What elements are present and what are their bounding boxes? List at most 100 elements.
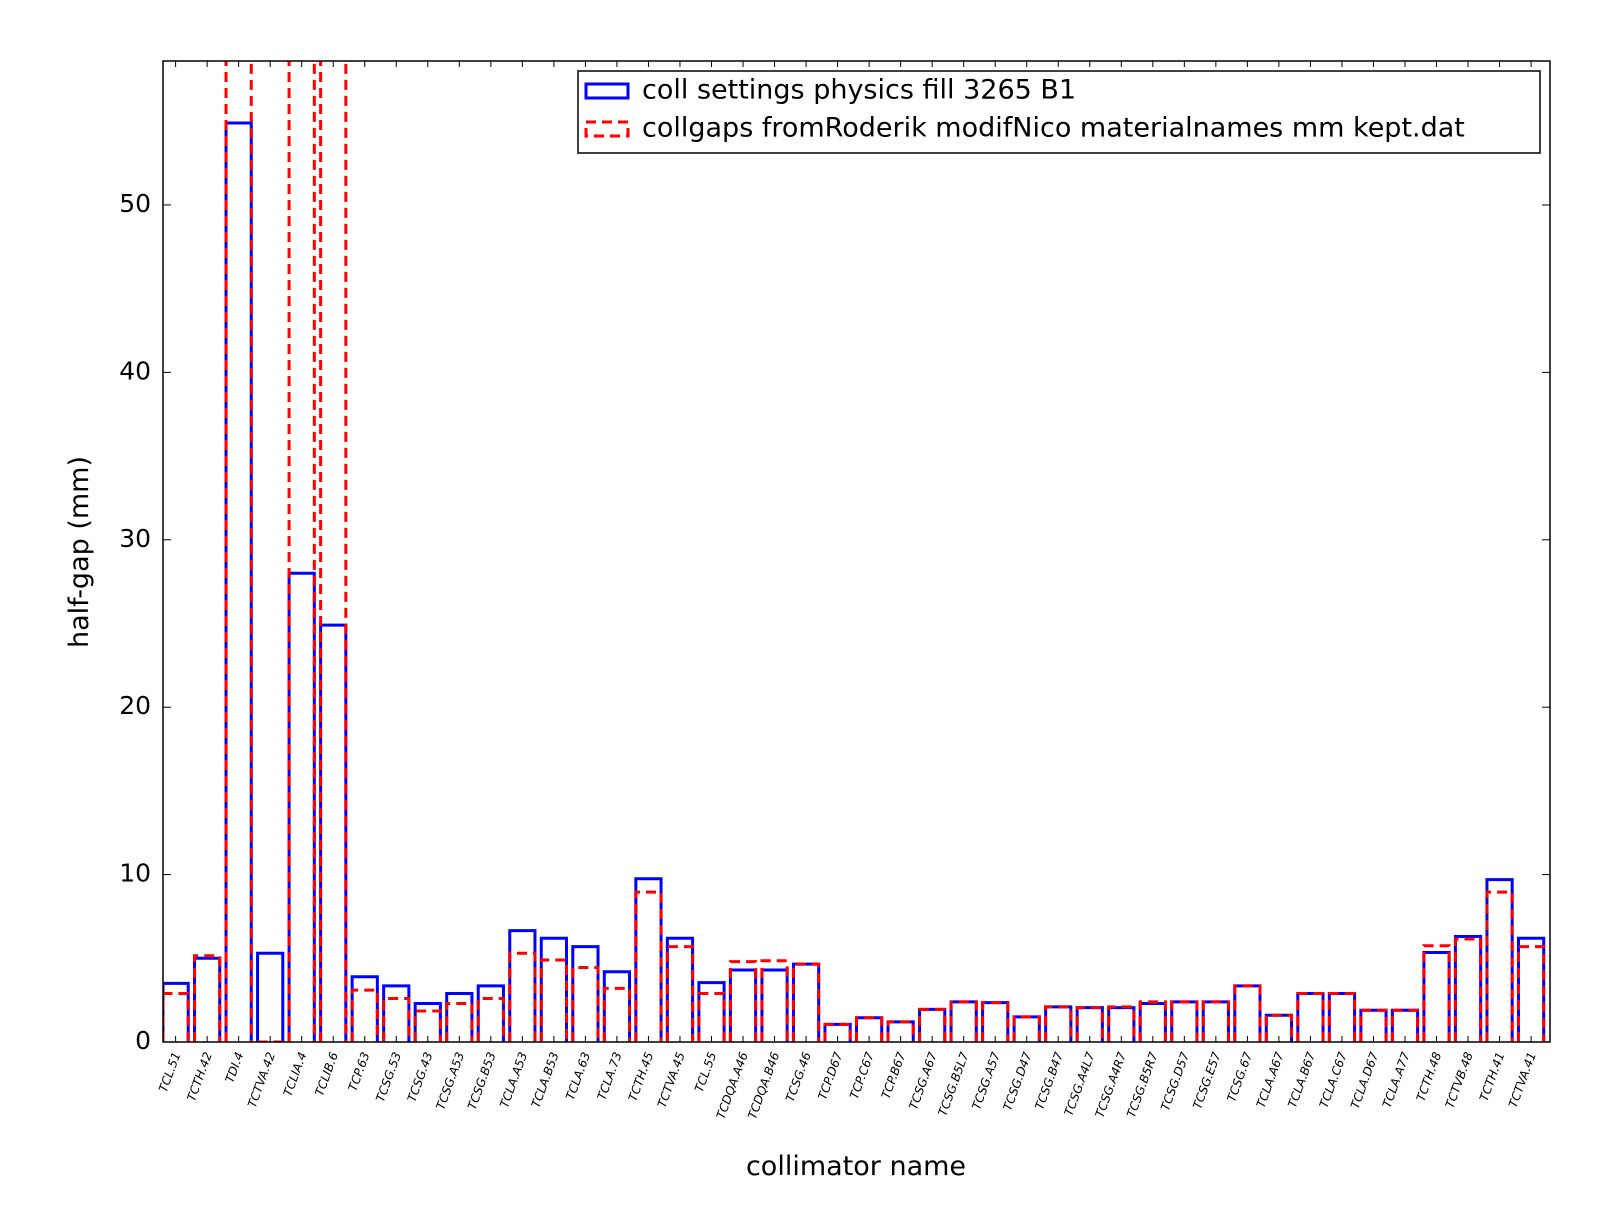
bar [193, 956, 222, 1042]
bar [539, 936, 568, 1042]
bar [319, 623, 348, 1042]
bar [1485, 878, 1514, 1042]
legend-label: coll settings physics fill 3265 B1 [642, 75, 1076, 106]
x-tick-label: TCLA.B53 [529, 1050, 562, 1109]
bar [634, 890, 663, 1042]
bar [949, 1000, 978, 1042]
bar [1296, 991, 1325, 1042]
bar [413, 1009, 442, 1042]
x-tick-label: TCL.51 [156, 1050, 183, 1094]
x-tick-label: TCP.D67 [815, 1050, 845, 1102]
bar [1453, 937, 1483, 1042]
x-tick-label: TCTH.45 [626, 1050, 657, 1103]
bar [193, 954, 222, 1042]
bar [476, 984, 505, 1042]
bar [728, 968, 758, 1042]
legend-box [577, 70, 1541, 154]
bar [949, 1000, 978, 1042]
y-tick-label: 20 [119, 691, 151, 720]
bar [602, 970, 632, 1042]
x-tick-label: TCLA.73 [595, 1050, 625, 1102]
bar [508, 951, 537, 1042]
legend-swatch [584, 82, 630, 100]
x-tick-label: TCLA.A77 [1380, 1050, 1413, 1110]
x-tick-label: TCLA.B67 [1285, 1050, 1318, 1110]
bar [1422, 944, 1451, 1042]
bar [382, 984, 411, 1042]
bar [823, 1022, 852, 1042]
x-tick-label: TCLA.63 [563, 1050, 593, 1102]
x-tick-label: TCSG.A67 [906, 1050, 940, 1112]
y-tick-label: 0 [135, 1026, 151, 1055]
bar [1327, 991, 1357, 1042]
legend-label: collgaps fromRoderik modifNico materialn… [642, 113, 1465, 144]
plot-frame [162, 60, 1551, 1043]
bar [1296, 991, 1325, 1042]
x-tick-label: TCSG.B47 [1032, 1050, 1066, 1112]
bar [665, 936, 695, 1042]
x-tick-label: TCSG.46 [783, 1050, 814, 1104]
bar [1516, 945, 1546, 1042]
plot-area [163, 61, 1546, 1042]
bar [1201, 1000, 1230, 1042]
bar [697, 981, 726, 1042]
bar [319, 61, 348, 1042]
x-tick-label: TCTVA.41 [1506, 1050, 1539, 1109]
bar [445, 991, 474, 1042]
x-tick-label: TCTVA.42 [245, 1050, 278, 1109]
bar [760, 968, 789, 1042]
bar [163, 991, 190, 1042]
x-tick-label: TCSG.A4L7 [1062, 1050, 1098, 1118]
bar [855, 1016, 884, 1042]
bar [287, 571, 316, 1042]
bar [508, 929, 537, 1042]
y-tick-label: 10 [119, 859, 151, 888]
y-tick-label: 50 [119, 189, 151, 218]
bar [224, 121, 253, 1042]
bar [1170, 1000, 1199, 1042]
y-tick-label: 40 [119, 356, 151, 385]
bar [1201, 1000, 1230, 1042]
bar [445, 1002, 474, 1042]
x-tick-label: TCSG.43 [405, 1050, 436, 1104]
bar [760, 959, 789, 1042]
bar [697, 991, 726, 1042]
bar [1390, 1008, 1420, 1042]
bar [791, 962, 821, 1042]
bar [634, 877, 663, 1042]
bar [350, 975, 379, 1042]
bar [256, 951, 285, 1042]
x-tick-label: TCSG.B53 [465, 1050, 499, 1111]
x-tick-label: TCTH.41 [1477, 1050, 1508, 1103]
bar [1359, 1008, 1388, 1042]
bar [1327, 991, 1357, 1042]
bar [1516, 936, 1546, 1042]
bar [163, 981, 190, 1042]
bar [287, 61, 316, 1042]
x-tick-label: TCLA.A53 [497, 1050, 530, 1109]
x-tick-label: TCTVA.45 [655, 1050, 688, 1109]
bar [571, 945, 600, 1042]
x-tick-label: TCP.63 [346, 1050, 373, 1093]
bar [1012, 1015, 1041, 1042]
x-tick-label: TCSG.D57 [1158, 1050, 1192, 1113]
legend-swatch [584, 120, 630, 138]
bar [886, 1020, 915, 1042]
x-axis-label: collimator name [746, 1151, 966, 1182]
x-tick-label: TCLIA.4 [281, 1050, 310, 1098]
x-tick-label: TCSG.A4R7 [1093, 1050, 1130, 1119]
x-tick-label: TCP.C67 [847, 1050, 877, 1101]
bar [665, 945, 695, 1042]
bar [1107, 1005, 1136, 1042]
x-tick-label: TCDQA.B46 [745, 1050, 782, 1121]
x-tick-label: TDI.4 [223, 1050, 247, 1084]
y-axis-label: half-gap (mm) [64, 456, 95, 648]
bar [382, 996, 411, 1042]
x-tick-label: TCTVB.48 [1443, 1050, 1476, 1110]
x-tick-label: TCSG.A53 [433, 1050, 467, 1111]
bar [1233, 984, 1262, 1042]
bar [728, 960, 758, 1042]
bar [1264, 1013, 1294, 1042]
x-tick-label: TCTH.42 [184, 1050, 215, 1103]
